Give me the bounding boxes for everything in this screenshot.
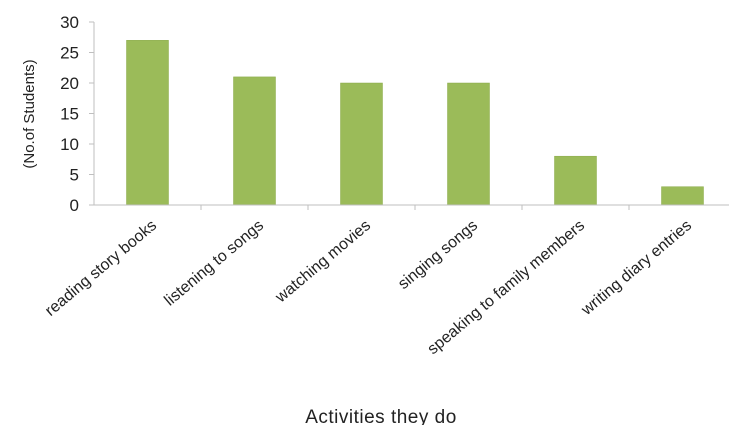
x-tick-label-watching-movies: watching movies — [272, 217, 374, 307]
bar-watching-movies — [340, 82, 383, 206]
x-tick-label-reading-story-books: reading story books — [42, 217, 160, 320]
x-tick-label-listening-to-songs: listening to songs — [161, 217, 267, 309]
bars — [126, 40, 704, 206]
y-tick-label-0: 0 — [70, 196, 79, 215]
x-tick-label-singing-songs: singing songs — [395, 217, 481, 293]
x-tick-label-writing-diary-entries: writing diary entries — [578, 217, 695, 319]
bar-writing-diary-entries — [661, 186, 704, 206]
x-axis-title: Activities they do — [305, 407, 457, 425]
y-tick-label-25: 25 — [60, 44, 79, 63]
axes — [93, 22, 729, 210]
y-tick-label-10: 10 — [60, 135, 79, 154]
bar-reading-story-books — [126, 40, 169, 206]
y-axis-ticks: 0 5 10 15 20 25 30 — [60, 13, 94, 215]
y-tick-label-20: 20 — [60, 74, 79, 93]
bar-speaking-to-family-members — [554, 155, 597, 206]
y-tick-label-30: 30 — [60, 13, 79, 32]
y-axis-title: (No.of Students) — [21, 59, 38, 168]
y-tick-label-15: 15 — [60, 105, 79, 124]
y-tick-label-5: 5 — [70, 166, 79, 185]
bar-singing-songs — [447, 82, 490, 206]
bar-listening-to-songs — [233, 76, 276, 206]
x-axis-category-labels: reading story books listening to songs wat… — [42, 217, 695, 358]
